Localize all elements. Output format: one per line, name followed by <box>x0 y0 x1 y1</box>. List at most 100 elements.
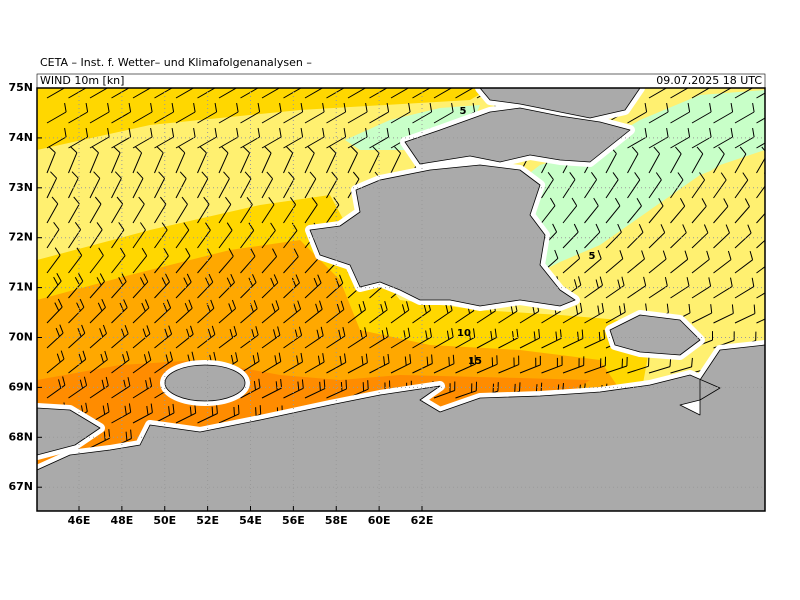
wind-barb <box>132 299 150 324</box>
wind-barb <box>218 273 235 299</box>
wind-barb <box>197 248 213 274</box>
wind-barb <box>605 250 624 274</box>
wind-barb <box>304 300 323 324</box>
wind-barb <box>68 196 80 224</box>
wind-barb <box>218 299 237 324</box>
wind-barb <box>326 274 344 299</box>
wind-barb <box>46 146 56 174</box>
wind-barb <box>218 404 240 424</box>
wind-barb <box>111 103 132 124</box>
wind-barb <box>390 103 411 124</box>
contour-label: 15 <box>468 356 482 367</box>
wind-barb <box>304 128 325 149</box>
wind-barb <box>304 326 324 349</box>
wind-barb <box>713 198 729 224</box>
wind-barb <box>304 274 322 299</box>
wind-barb <box>390 88 410 99</box>
wind-barb <box>562 197 578 224</box>
wind-barb <box>175 196 188 224</box>
wind-barb <box>562 249 581 274</box>
wind-barb <box>89 247 104 274</box>
wind-barb <box>670 88 689 99</box>
wind-barb <box>584 329 605 349</box>
wind-barb <box>756 172 765 199</box>
wind-barb <box>46 88 66 99</box>
wind-barb <box>713 103 734 124</box>
wind-barb <box>562 302 583 324</box>
wind-barb <box>154 196 167 224</box>
contour-label: 5 <box>460 106 467 117</box>
wind-barb <box>734 277 755 299</box>
wind-barb <box>390 146 402 174</box>
wind-barb <box>175 325 194 349</box>
wind-barb <box>433 328 454 349</box>
wind-barb <box>713 128 734 149</box>
wind-barb <box>154 299 172 324</box>
wind-barb <box>261 352 282 374</box>
wind-barb <box>283 379 304 399</box>
axis-labels: 75N 74N 73N 72N 71N 70N 69N 68N 67N 46E 48E 50E 52E 5… <box>8 81 433 527</box>
wind-barb <box>175 273 192 299</box>
wind-barb <box>197 171 209 199</box>
wind-barb <box>670 103 691 124</box>
wind-barb <box>89 88 109 99</box>
wind-barb <box>197 146 207 174</box>
wind-barb <box>326 103 347 124</box>
wind-barb <box>605 197 621 224</box>
wind-barb <box>89 146 99 174</box>
wind-barb <box>756 142 765 149</box>
wind-barb <box>175 222 190 249</box>
wind-barb <box>756 266 765 274</box>
wind-barb <box>261 128 282 149</box>
wind-barb <box>455 381 477 399</box>
wind-barb <box>89 222 103 249</box>
wind-barb <box>562 172 576 199</box>
wind-barb <box>240 197 253 224</box>
wind-barb <box>519 329 541 349</box>
wind-barb <box>584 172 598 199</box>
wind-barb <box>89 429 111 449</box>
wind-barb <box>68 350 87 374</box>
wind-barb <box>283 352 303 374</box>
wind-barb <box>261 326 281 349</box>
wind-barb <box>691 277 712 299</box>
wind-barb <box>562 329 584 349</box>
wind-barb <box>46 298 63 324</box>
wind-barb <box>304 146 315 174</box>
map-area <box>37 88 765 511</box>
wind-barb <box>89 273 105 299</box>
wind-barb <box>627 197 642 224</box>
wind-barb <box>648 250 667 274</box>
lat-label: 73N <box>8 181 33 194</box>
wind-barb <box>261 171 274 199</box>
lat-label: 74N <box>8 131 33 144</box>
wind-barb <box>584 303 605 324</box>
wind-barb <box>197 404 218 424</box>
wind-barb <box>498 355 520 374</box>
wind-barb <box>132 325 151 349</box>
wind-barb <box>111 299 128 324</box>
wind-barb <box>283 300 302 324</box>
lon-label: 52E <box>196 514 219 527</box>
wind-barb <box>433 88 453 99</box>
wind-barb <box>218 128 239 149</box>
wind-barb <box>713 224 730 249</box>
wind-barb <box>46 222 60 249</box>
wind-barb <box>197 88 216 99</box>
wind-barb <box>154 171 166 199</box>
wind-barb <box>111 171 122 199</box>
wind-barb <box>68 247 83 274</box>
wind-barb <box>691 88 711 99</box>
wind-barb <box>218 88 238 99</box>
wind-barb <box>132 273 149 299</box>
wind-barb <box>412 327 432 349</box>
wind-barb <box>261 222 276 249</box>
wind-barb <box>455 88 474 99</box>
lat-label: 68N <box>8 430 33 443</box>
wind-barb <box>197 325 216 349</box>
wind-barb <box>734 88 754 99</box>
wind-barb <box>89 128 110 149</box>
lat-label: 69N <box>8 380 33 393</box>
wind-barb <box>154 273 170 299</box>
wind-barb <box>132 247 148 274</box>
